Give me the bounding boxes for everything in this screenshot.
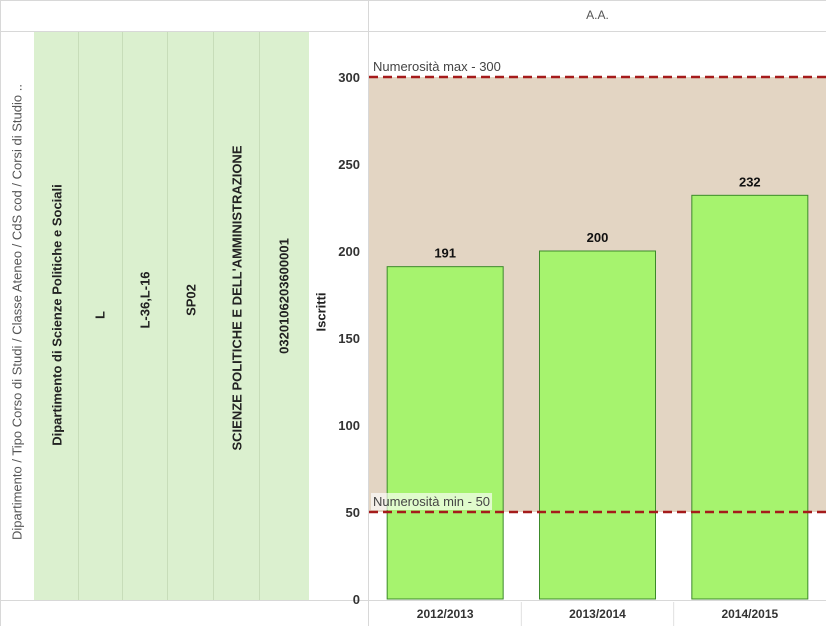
footer-divider	[0, 600, 826, 601]
x-category-label: 2013/2014	[569, 607, 626, 621]
y-tick-label: 300	[338, 70, 360, 85]
row-header-divider-3	[167, 32, 168, 600]
reference-line-label-bg	[371, 493, 493, 510]
y-tick-label: 50	[346, 505, 360, 520]
bar-value-label: 191	[434, 246, 456, 261]
x-category-label: 2012/2013	[417, 607, 474, 621]
row-header-band	[34, 32, 309, 600]
bar-value-label: 200	[587, 230, 609, 245]
row-header-divider-1	[78, 32, 79, 600]
row-header-divider-2	[122, 32, 123, 600]
y-tick-label: 100	[338, 418, 360, 433]
bar-2012-2013[interactable]	[386, 266, 504, 600]
x-category-label: 2014/2015	[721, 607, 778, 621]
bar-2014-2015[interactable]	[691, 194, 809, 600]
row-header-divider-5	[259, 32, 260, 600]
row-header-divider-4	[213, 32, 214, 600]
column-divider	[368, 0, 369, 626]
y-tick-label: 250	[338, 157, 360, 172]
y-tick-label: 200	[338, 244, 360, 259]
column-header-label: A.A.	[586, 8, 609, 22]
top-border	[0, 0, 826, 1]
reference-line-label-bg	[371, 58, 503, 75]
left-border	[0, 0, 1, 626]
reference-line-label: Numerosità min - 50	[373, 494, 490, 509]
bar-2013-2014[interactable]	[539, 250, 656, 600]
y-tick-label: 0	[353, 592, 360, 607]
y-tick-label: 150	[338, 331, 360, 346]
bar-value-label: 232	[739, 174, 761, 189]
reference-line-label: Numerosità max - 300	[373, 59, 501, 74]
header-divider	[0, 31, 826, 32]
